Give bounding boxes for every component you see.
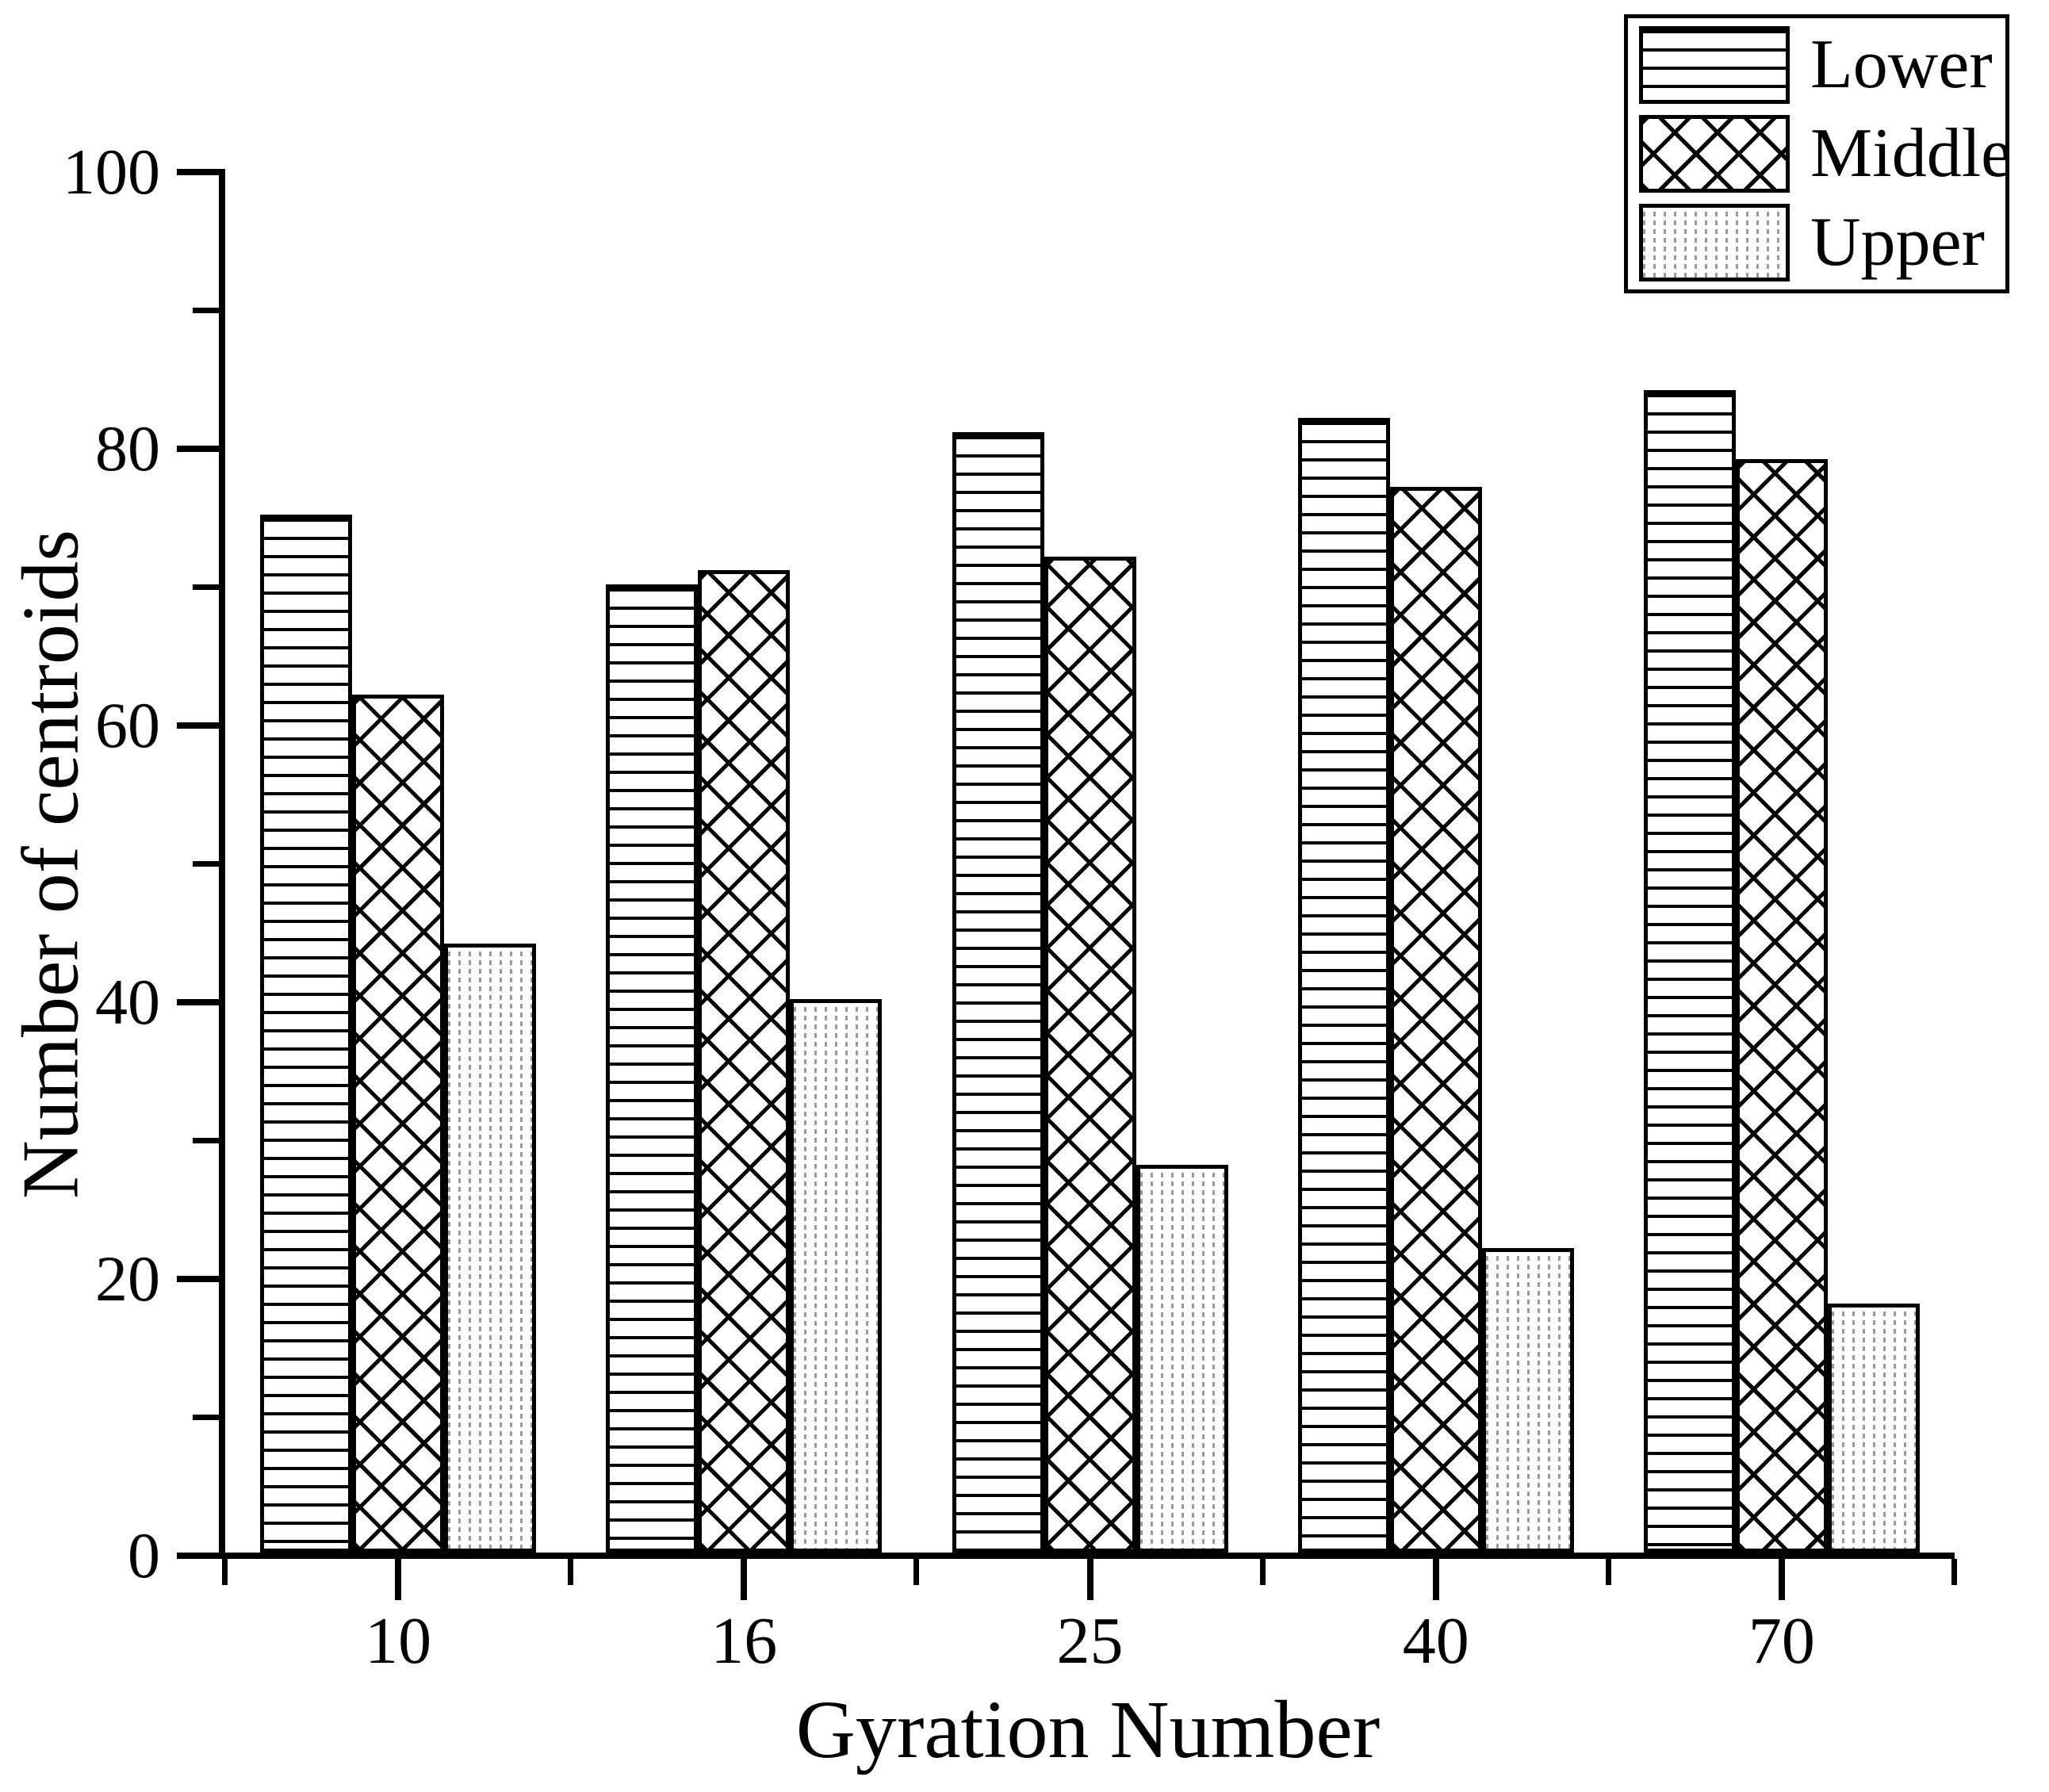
y-axis-tick-label: 20 bbox=[95, 1243, 160, 1315]
y-axis-tick-label: 100 bbox=[63, 136, 160, 208]
legend-label: Lower bbox=[1810, 26, 1993, 103]
plot-area: 0 20 40 60 80 100 10 16 25 40 70 bbox=[63, 139, 1957, 1676]
x-axis-title: Gyration Number bbox=[795, 1684, 1381, 1775]
legend: Lower Middle Upper bbox=[1624, 14, 2012, 293]
bar-upper-25 bbox=[1136, 1165, 1228, 1553]
legend-swatch-horizontal-lines-icon bbox=[1639, 26, 1790, 104]
y-axis-tick-label: 0 bbox=[128, 1519, 160, 1591]
legend-label: Middle bbox=[1810, 115, 2013, 192]
x-axis-category-label: 16 bbox=[710, 1604, 778, 1678]
y-axis-major-tick bbox=[177, 722, 219, 729]
bar-lower-10 bbox=[260, 515, 353, 1553]
bar-middle-40 bbox=[1389, 487, 1482, 1553]
legend-item-upper: Upper bbox=[1639, 204, 1999, 281]
y-axis-title: Number of centroids bbox=[6, 529, 96, 1200]
x-axis-major-tick bbox=[395, 1559, 402, 1600]
y-axis-major-tick bbox=[177, 1553, 219, 1559]
x-axis-minor-tick bbox=[1259, 1559, 1266, 1585]
bar-upper-70 bbox=[1827, 1303, 1920, 1553]
legend-item-middle: Middle bbox=[1639, 115, 2012, 193]
bar-lower-16 bbox=[606, 584, 699, 1553]
bar-lower-70 bbox=[1643, 390, 1736, 1553]
bar-middle-16 bbox=[698, 570, 791, 1553]
y-axis-minor-tick bbox=[193, 861, 219, 867]
legend-item-lower: Lower bbox=[1639, 26, 1999, 104]
x-axis-category-label: 25 bbox=[1056, 1604, 1124, 1678]
bar-middle-25 bbox=[1044, 556, 1136, 1553]
y-axis-major-tick bbox=[177, 169, 219, 175]
y-axis-minor-tick bbox=[193, 1415, 219, 1420]
y-axis-major-tick bbox=[177, 446, 219, 452]
x-axis-minor-tick bbox=[913, 1559, 920, 1585]
bar-upper-16 bbox=[790, 999, 883, 1553]
x-axis-minor-tick bbox=[1951, 1559, 1957, 1585]
bar-lower-40 bbox=[1297, 418, 1390, 1553]
x-axis-major-tick bbox=[1778, 1559, 1785, 1600]
x-axis-minor-tick bbox=[1605, 1559, 1611, 1585]
y-axis-minor-tick bbox=[193, 584, 219, 590]
y-axis-minor-tick bbox=[193, 1138, 219, 1143]
bar-middle-10 bbox=[352, 695, 445, 1553]
y-axis-major-tick bbox=[177, 1276, 219, 1282]
x-axis-major-tick bbox=[741, 1559, 748, 1600]
x-axis-major-tick bbox=[1086, 1559, 1093, 1600]
x-axis-category-label: 70 bbox=[1748, 1604, 1815, 1678]
x-axis-minor-tick bbox=[568, 1559, 574, 1585]
bar-upper-10 bbox=[444, 944, 537, 1553]
y-axis-tick-label: 80 bbox=[95, 412, 160, 484]
x-axis-category-label: 40 bbox=[1402, 1604, 1469, 1678]
legend-swatch-crosshatch-icon bbox=[1639, 115, 1790, 193]
x-axis-minor-tick bbox=[222, 1559, 228, 1585]
y-axis-major-tick bbox=[177, 999, 219, 1005]
legend-label: Upper bbox=[1810, 204, 1985, 281]
y-axis-minor-tick bbox=[193, 308, 219, 313]
y-axis-tick-label: 60 bbox=[95, 689, 160, 761]
bar-middle-70 bbox=[1735, 459, 1828, 1553]
bar-upper-40 bbox=[1481, 1248, 1574, 1553]
legend-swatch-dotted-icon bbox=[1639, 204, 1790, 281]
x-axis-major-tick bbox=[1432, 1559, 1439, 1600]
bar-lower-25 bbox=[952, 431, 1044, 1553]
y-axis-tick-label: 40 bbox=[95, 966, 160, 1038]
x-axis-category-label: 10 bbox=[365, 1604, 432, 1678]
